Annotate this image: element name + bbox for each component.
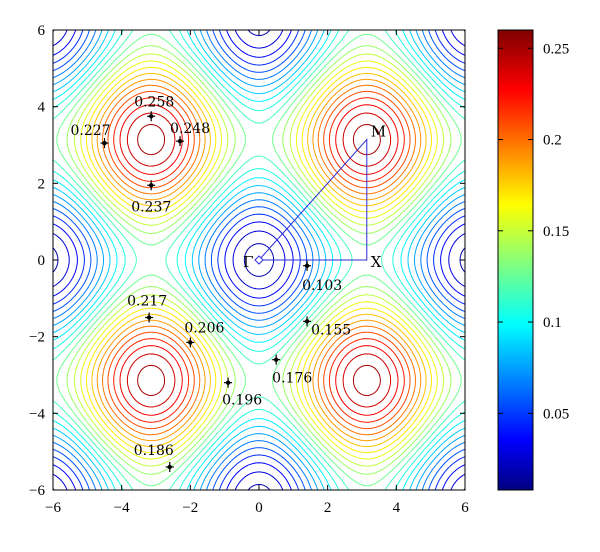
colorbar-frame — [497, 29, 534, 491]
y-tick-label: −4 — [29, 406, 45, 422]
annotation-label: 0.227 — [71, 123, 111, 139]
annotation-marker — [167, 464, 172, 470]
contour-level — [86, 66, 432, 454]
contour-level — [107, 90, 411, 430]
path-point-label: M — [371, 123, 386, 141]
x-tick-label: −4 — [114, 500, 130, 516]
path-point-label: Γ — [243, 253, 253, 271]
annotation-marker — [148, 183, 154, 188]
path-point-label: X — [371, 253, 382, 271]
annotation-label: 0.258 — [134, 94, 174, 110]
annotation-marker — [304, 319, 310, 324]
colorbar-tick-label: 0.15 — [543, 224, 569, 240]
brillouin-path: Γ X M — [243, 123, 386, 271]
contour-level — [119, 104, 399, 416]
y-tick-label: 4 — [38, 100, 46, 116]
colorbar-tick-label: 0.1 — [543, 315, 562, 331]
x-tick-label: 2 — [324, 500, 332, 516]
colorbar-ticks: 0.25 0.2 0.15 0.1 0.05 — [498, 41, 569, 422]
contour-lines — [53, 30, 465, 490]
y-tick-label: 0 — [38, 253, 46, 269]
annotations: 0.258 0.227 0.248 0.237 0.217 0.206 0.196 0.186… — [71, 94, 351, 472]
contour-level — [53, 30, 465, 490]
annotation-marker — [273, 357, 279, 362]
x-tick-label: −6 — [45, 500, 61, 516]
annotation-label: 0.196 — [222, 393, 262, 409]
annotation-marker — [146, 315, 152, 320]
annotation-marker — [188, 340, 193, 345]
annotation-marker — [304, 263, 310, 268]
colorbar-tick-label: 0.05 — [543, 406, 569, 422]
annotation-marker — [148, 114, 154, 119]
contour-level — [53, 30, 465, 490]
annotation-label: 0.248 — [170, 121, 210, 137]
contour-level — [56, 33, 462, 487]
contour-level — [80, 60, 438, 460]
contour-level — [113, 97, 405, 423]
x-tick-label: −2 — [182, 500, 198, 516]
annotation-label: 0.103 — [302, 278, 342, 294]
contour-level — [73, 53, 445, 467]
annotation-marker — [177, 138, 183, 144]
contour-level — [53, 30, 465, 490]
contour-level — [53, 30, 465, 490]
contour-level — [53, 30, 465, 490]
annotation-marker — [102, 140, 107, 146]
contour-level — [126, 112, 392, 408]
annotation-marker — [225, 380, 231, 385]
x-tick-label: 4 — [393, 500, 401, 516]
annotation-label: 0.186 — [134, 443, 174, 459]
contour-level — [53, 30, 465, 490]
contour-level — [53, 30, 465, 490]
y-tick-label: −2 — [29, 330, 45, 346]
contour-level — [66, 45, 452, 475]
annotation-label: 0.155 — [311, 322, 351, 338]
contour-level — [53, 30, 465, 490]
contour-level — [102, 84, 416, 436]
colorbar-tick-label: 0.2 — [543, 133, 562, 149]
contour-level — [91, 72, 427, 448]
y-tick-label: 6 — [38, 23, 46, 39]
x-tick-label: 0 — [255, 500, 263, 516]
contour-level — [96, 78, 422, 442]
gamma-marker — [254, 255, 264, 265]
colorbar-tick-label: 0.25 — [543, 41, 569, 57]
annotation-label: 0.217 — [127, 294, 167, 310]
annotation-label: 0.176 — [272, 371, 312, 387]
colorbar — [498, 30, 533, 490]
annotation-label: 0.237 — [131, 199, 171, 215]
y-tick-label: −6 — [29, 483, 45, 499]
annotation-label: 0.206 — [184, 320, 224, 336]
path-line — [258, 138, 368, 261]
contour-level — [53, 30, 465, 490]
axis-ticks: −6 −4 −2 0 2 4 6 6 4 2 0 −2 −4 −6 — [29, 23, 469, 516]
contour-level — [137, 124, 381, 396]
contour-level — [53, 30, 465, 490]
x-tick-label: 6 — [461, 500, 469, 516]
y-tick-label: 2 — [38, 176, 46, 192]
